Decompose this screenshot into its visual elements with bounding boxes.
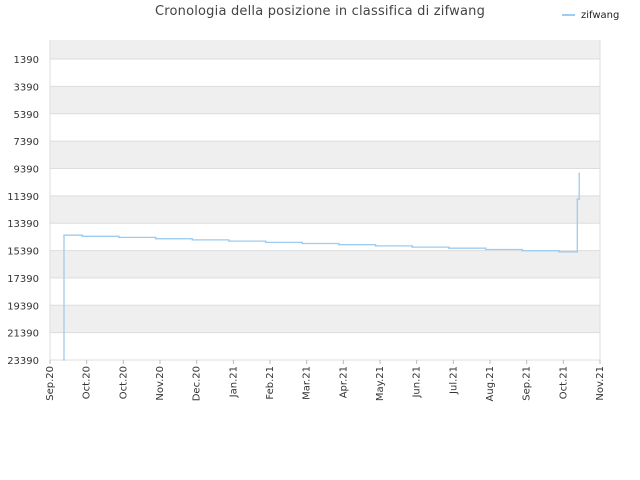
data-point — [338, 243, 340, 246]
data-point — [521, 249, 524, 252]
data-point — [484, 248, 487, 251]
x-tick-label: Mar.21 — [302, 366, 313, 400]
y-tick-label: 15390 — [7, 247, 39, 258]
grid-band — [50, 332, 600, 360]
data-point — [578, 198, 580, 200]
x-tick-label: Apr.21 — [338, 366, 349, 398]
y-tick-label: 1390 — [14, 55, 39, 66]
series-layer — [63, 172, 580, 361]
grid-band — [50, 277, 600, 306]
data-point — [81, 235, 84, 238]
data-point — [374, 245, 377, 247]
grid-band — [50, 86, 600, 114]
y-tick-label: 11390 — [7, 192, 39, 203]
x-tick-label: Nov.20 — [155, 366, 166, 401]
x-tick-label: Aug.21 — [485, 366, 496, 401]
y-tick-label: 7390 — [14, 137, 39, 148]
x-tick-label: Oct.20 — [118, 366, 129, 399]
x-tick-label: Oct.20 — [82, 366, 93, 399]
y-tick-label: 19390 — [7, 301, 39, 312]
y-tick-label: 13390 — [7, 219, 39, 230]
x-tick-label: Jul.21 — [448, 366, 459, 395]
data-point — [576, 250, 579, 253]
grid-band — [50, 250, 600, 278]
data-point — [558, 250, 560, 253]
x-tick-label: Feb.21 — [265, 366, 276, 400]
legend: zifwang — [562, 8, 619, 22]
y-tick-label: 23390 — [7, 356, 39, 367]
data-point — [448, 247, 450, 250]
y-tick-label: 9390 — [14, 164, 39, 175]
data-point — [301, 242, 304, 245]
y-axis: 1390 3390 5390 7390 9390 11390 13390 15390 17390… — [7, 55, 39, 367]
x-tick-label: Jan.21 — [228, 366, 239, 398]
data-point — [411, 246, 414, 248]
data-point — [63, 234, 65, 237]
data-point — [63, 359, 65, 361]
y-tick-label: 21390 — [7, 329, 39, 340]
grid-bands — [49, 40, 601, 361]
grid-band — [50, 141, 600, 169]
x-tick-label: Nov.21 — [595, 366, 606, 401]
legend-swatch — [562, 14, 575, 16]
chart-title: Cronologia della posizione in classifica… — [154, 4, 486, 19]
data-point — [191, 239, 194, 241]
grid-band — [50, 59, 600, 87]
x-tick-label: Sep.21 — [522, 366, 533, 401]
x-tick-label: Jun.21 — [412, 366, 423, 399]
grid-band — [50, 195, 600, 224]
y-tick-label: 3390 — [14, 82, 39, 93]
grid-band — [50, 40, 600, 60]
y-tick-label: 17390 — [7, 274, 39, 285]
x-tick-label: Oct.21 — [558, 366, 569, 399]
y-tick-label: 5390 — [14, 110, 39, 121]
grid-band — [50, 305, 600, 333]
grid-band — [50, 113, 600, 142]
x-tick-label: Dec.20 — [192, 366, 203, 401]
data-point — [264, 241, 267, 244]
legend-label: zifwang — [581, 9, 620, 21]
data-point — [228, 240, 230, 242]
x-axis: Sep.20 Oct.20 Oct.20 Nov.20 Dec.20 Jan.21 Feb.… — [45, 360, 606, 401]
x-tick-label: May.21 — [375, 366, 386, 401]
data-point — [578, 172, 580, 175]
grid-band — [50, 168, 600, 196]
data-point — [154, 237, 157, 240]
data-point — [118, 236, 120, 239]
data-point — [576, 198, 579, 200]
x-tick-label: Sep.20 — [45, 366, 56, 401]
